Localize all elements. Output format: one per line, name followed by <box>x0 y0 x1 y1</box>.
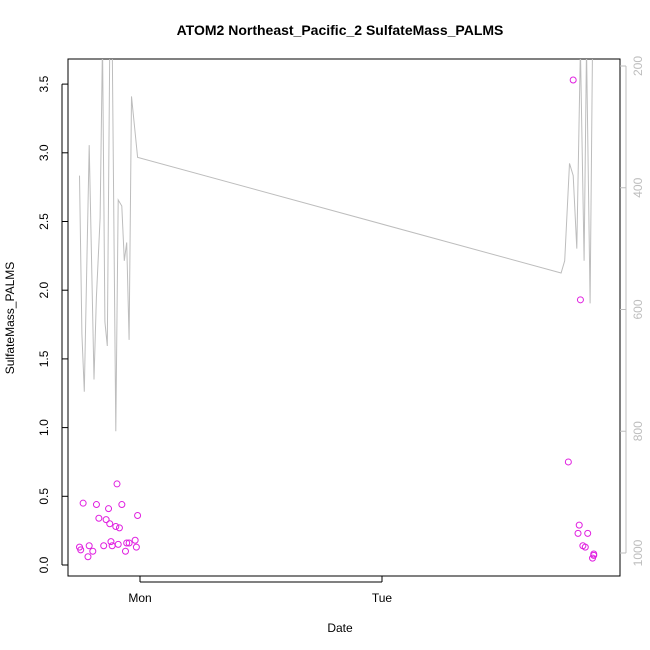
data-point <box>77 546 85 554</box>
y-tick-label: 3.0 <box>37 144 51 161</box>
data-point <box>576 296 584 304</box>
y-tick-label: 1.0 <box>37 419 51 436</box>
data-point <box>125 539 133 547</box>
data-point <box>569 76 577 84</box>
data-point <box>95 514 103 522</box>
data-point <box>114 540 122 548</box>
y-tick-label: 1.5 <box>37 350 51 367</box>
y-axis-label: SulfateMass_PALMS <box>3 262 17 375</box>
y2-tick-label: 400 <box>631 177 645 197</box>
data-point <box>102 516 110 524</box>
chart-title: ATOM2 Northeast_Pacific_2 SulfateMass_PA… <box>177 22 504 38</box>
data-point <box>115 524 123 532</box>
data-point <box>92 501 100 509</box>
x-axis-label: Date <box>327 621 353 635</box>
data-point <box>107 538 115 546</box>
data-point <box>79 499 87 507</box>
data-point <box>85 542 93 550</box>
y-tick-label: 2.5 <box>37 213 51 230</box>
data-point <box>134 512 142 520</box>
data-point <box>564 458 572 466</box>
data-point <box>100 542 108 550</box>
y2-tick-label: 200 <box>631 56 645 76</box>
data-point <box>121 547 129 555</box>
y2-tick-label: 1000 <box>631 539 645 566</box>
data-point <box>84 553 92 561</box>
y-tick-label: 3.5 <box>37 75 51 92</box>
data-point <box>89 547 97 555</box>
data-point <box>132 543 140 551</box>
axes-layer: 0.0 0.5 1.0 1.5 2.0 2.5 3.0 3.5 200 400 600 800 1000… <box>37 56 645 605</box>
data-point <box>118 501 126 509</box>
data-point <box>590 551 598 559</box>
y-tick-label: 0.0 <box>37 556 51 573</box>
data-point <box>106 520 114 528</box>
data-point <box>581 543 589 551</box>
data-point <box>108 542 116 550</box>
y2-tick-label: 800 <box>631 421 645 441</box>
x-tick-label: Mon <box>128 591 151 605</box>
y2-tick-label: 600 <box>631 299 645 319</box>
data-point <box>584 529 592 537</box>
plot-frame <box>67 58 621 577</box>
data-point <box>575 521 583 529</box>
data-point <box>123 539 131 547</box>
y-tick-label: 0.5 <box>37 488 51 505</box>
x-tick-label: Tue <box>372 591 393 605</box>
pressure-line <box>79 59 593 432</box>
line-layer <box>79 59 593 432</box>
data-point <box>113 480 121 488</box>
points-layer <box>76 76 598 562</box>
data-point <box>131 536 139 544</box>
data-point <box>105 505 113 513</box>
data-point <box>112 523 120 531</box>
y-tick-label: 2.0 <box>37 282 51 299</box>
data-point <box>574 529 582 537</box>
